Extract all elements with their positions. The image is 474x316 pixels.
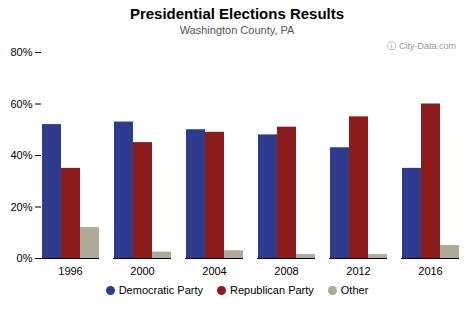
html-text:Republican Party: Republican Party	[230, 284, 314, 296]
svg-text:2008: 2008	[274, 265, 298, 277]
svg-text:2012: 2012	[346, 265, 370, 277]
svg-text:0%: 0%	[17, 252, 33, 264]
svg-text:2016: 2016	[418, 265, 442, 277]
html-text:Other: Other	[340, 284, 369, 296]
html-text:Democratic Party: Democratic Party	[118, 284, 203, 296]
svg-text:60%: 60%	[10, 98, 32, 110]
svg-text:2000: 2000	[130, 265, 154, 277]
html-text:Washington County, PA: Washington County, PA	[179, 24, 295, 36]
html-text:ⓘ City-Data.com: ⓘ City-Data.com	[387, 41, 456, 51]
html-text:Presidential Elections Results: Presidential Elections Results	[129, 5, 345, 22]
svg-text:40%: 40%	[10, 149, 32, 161]
svg-text:80%: 80%	[10, 46, 32, 58]
svg-text:2004: 2004	[202, 265, 226, 277]
svg-text:20%: 20%	[10, 201, 32, 213]
svg-text:1996: 1996	[58, 265, 82, 277]
